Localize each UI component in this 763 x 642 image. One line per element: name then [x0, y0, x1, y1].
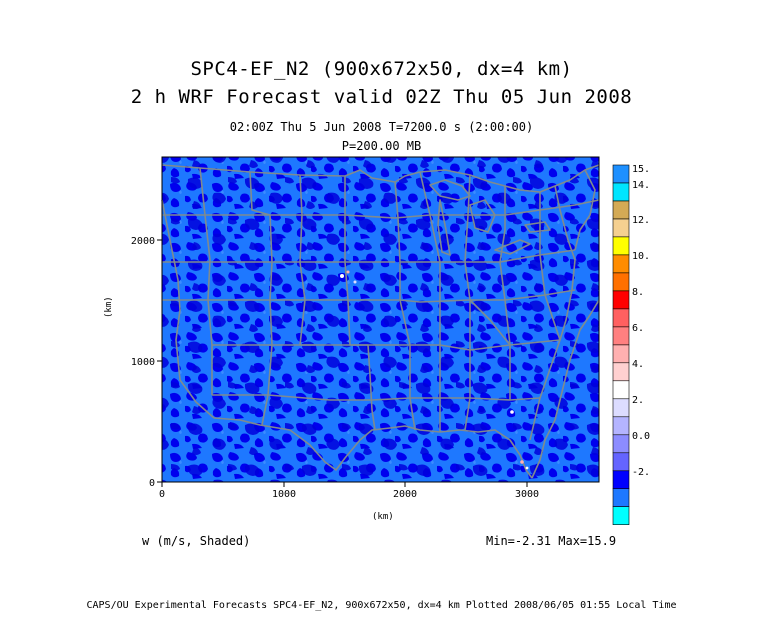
x-axis-unit: (km) — [372, 512, 394, 522]
x-tick-label: 1000 — [272, 489, 296, 500]
colorbar-swatch — [612, 416, 630, 436]
colorbar-swatch — [612, 254, 630, 274]
time-subtitle: 02:00Z Thu 5 Jun 2008 T=7200.0 s (2:00:0… — [229, 120, 534, 134]
x-tick-label: 3000 — [515, 489, 539, 500]
colorbar-label: 10. — [632, 251, 650, 262]
state-boundaries — [161, 164, 600, 479]
colorbar-swatch — [612, 452, 630, 472]
colorbar-swatch — [612, 326, 630, 346]
forecast-valid-title: 2 h WRF Forecast valid 02Z Thu 05 Jun 20… — [130, 86, 633, 108]
pressure-level-subtitle: P=200.00 MB — [341, 139, 422, 153]
map-frame — [161, 156, 600, 483]
colorbar-swatch — [612, 308, 630, 328]
colorbar-label: 12. — [632, 215, 650, 226]
colorbar-swatch — [612, 218, 630, 238]
y-axis — [157, 239, 162, 483]
colorbar-swatch — [612, 344, 630, 364]
x-axis — [161, 482, 528, 487]
colorbar-label: 8. — [632, 287, 644, 298]
colorbar-swatch — [612, 182, 630, 202]
y-tick-label: 1000 — [131, 357, 155, 368]
colorbar-swatch — [612, 290, 630, 310]
x-tick-label: 0 — [159, 489, 165, 500]
y-tick-label: 0 — [149, 478, 155, 489]
plot-title: SPC4-EF_N2 (900x672x50, dx=4 km) — [190, 58, 573, 80]
colorbar-label: 15. — [632, 164, 650, 175]
colorbar-swatch — [612, 362, 630, 382]
map-panel — [162, 157, 599, 482]
y-tick-label: 2000 — [131, 236, 155, 247]
y-axis-unit: (km) — [104, 296, 114, 318]
colorbar-swatch — [612, 380, 630, 400]
colorbar-swatch — [612, 398, 630, 418]
colorbar — [612, 164, 630, 526]
colorbar-label: 2. — [632, 395, 644, 406]
colorbar-swatch — [612, 506, 630, 526]
colorbar-swatch — [612, 236, 630, 256]
colorbar-swatch — [612, 434, 630, 454]
colorbar-swatch — [612, 272, 630, 292]
colorbar-label: 14. — [632, 180, 650, 191]
colorbar-label: -2. — [632, 467, 650, 478]
colorbar-label: 6. — [632, 323, 644, 334]
colorbar-swatch — [612, 200, 630, 220]
x-tick-label: 2000 — [393, 489, 417, 500]
colorbar-label: 4. — [632, 359, 644, 370]
convective-cells — [340, 270, 529, 470]
field-label: w (m/s, Shaded) — [142, 534, 251, 548]
colorbar-swatch — [612, 164, 630, 184]
min-max-readout: Min=-2.31 Max=15.9 — [486, 534, 617, 548]
footer-credit: CAPS/OU Experimental Forecasts SPC4-EF_N… — [86, 600, 677, 611]
colorbar-label: 0.0 — [632, 431, 650, 442]
colorbar-swatch — [612, 470, 630, 490]
colorbar-swatch — [612, 488, 630, 508]
